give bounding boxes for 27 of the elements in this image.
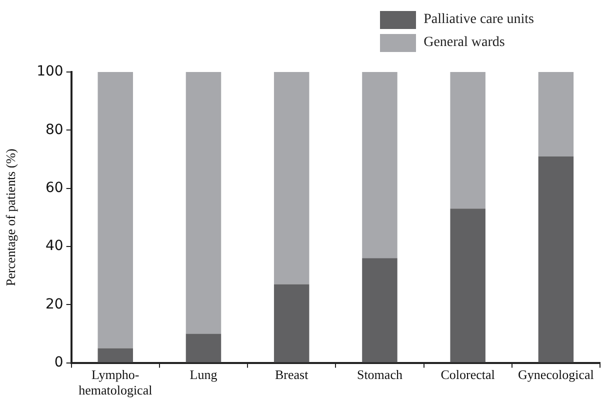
legend-label: Palliative care units [424, 12, 534, 28]
y-tick-label: 40 [45, 238, 64, 254]
bar [538, 72, 574, 156]
x-tick-label: Breast [274, 367, 309, 382]
x-tick-label: Lung [190, 367, 218, 382]
bar [186, 72, 222, 334]
y-tick-label: 100 [36, 64, 64, 80]
bar [98, 348, 133, 362]
bar [450, 208, 486, 362]
bar [98, 72, 133, 348]
y-tick-label: 0 [54, 354, 64, 370]
y-tick-label: 20 [45, 296, 64, 312]
y-tick-label: 80 [45, 122, 64, 138]
y-axis-title: Percentage of patients (%) [3, 148, 18, 286]
bar [538, 156, 574, 362]
bar [274, 72, 310, 284]
x-tick-label: Lympho- hematological [78, 367, 153, 398]
bar [362, 72, 398, 258]
legend-label: General wards [424, 34, 505, 50]
x-tick-label: Gynecological [518, 367, 594, 382]
bar [450, 72, 486, 209]
x-tick-label: Stomach [356, 367, 403, 382]
bar [362, 258, 398, 362]
bar [274, 284, 310, 362]
y-tick-label: 60 [45, 180, 64, 196]
x-tick-label: Colorectal [440, 367, 496, 382]
bar [186, 334, 222, 362]
